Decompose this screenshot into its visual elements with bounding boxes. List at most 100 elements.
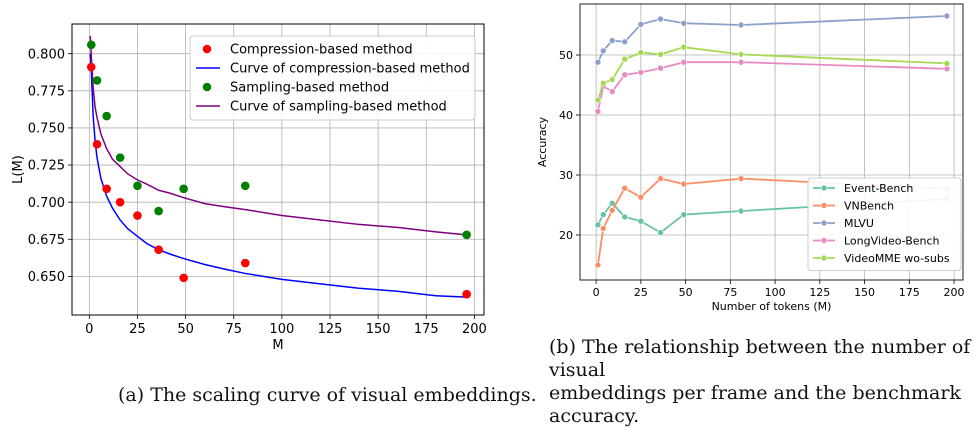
chart-scaling-curve: 0 25 50 75 100 125 150 175 200 0.650 0.675 0.700 0.7… — [11, 23, 487, 353]
data-point — [657, 175, 664, 182]
x-tick-label: 50 — [679, 286, 693, 299]
y-tick-label: 0.650 — [28, 270, 65, 285]
data-point — [462, 230, 471, 240]
y-tick-label: 40 — [559, 109, 573, 122]
data-point — [680, 19, 688, 27]
data-point — [92, 76, 102, 85]
data-point — [637, 49, 645, 56]
y-tick-label: 20 — [559, 229, 573, 242]
x-tick-label: 75 — [723, 286, 737, 299]
data-point — [608, 37, 616, 44]
data-point — [680, 180, 688, 188]
legend-marker — [820, 202, 828, 209]
plot-frame — [71, 23, 485, 316]
y-tick-label: 0.700 — [28, 196, 65, 211]
data-point — [943, 12, 951, 20]
y-tick-label: 0.800 — [28, 47, 65, 62]
series-line-3 — [89, 35, 467, 236]
data-point — [86, 40, 96, 50]
x-tick-label: 200 — [944, 286, 965, 299]
data-point — [102, 184, 111, 194]
legend-label: LongVideo-Bench — [844, 235, 940, 248]
series-line-1 — [89, 53, 467, 298]
x-axis-label: Number of tokens (M) — [712, 300, 832, 313]
data-point — [608, 199, 616, 207]
x-tick-label: 125 — [809, 286, 830, 299]
x-axis-label: M — [272, 338, 283, 353]
data-point — [594, 96, 602, 104]
legend-marker — [820, 184, 828, 192]
data-point — [737, 51, 745, 58]
x-tick-label: 100 — [269, 322, 294, 337]
data-point — [621, 38, 629, 46]
chart-tokens-vs-accuracy: 0 25 50 75 100 125 150 175 200 20 30 40 50 Number of … — [536, 3, 965, 313]
data-point — [737, 58, 745, 66]
y-tick-label: 0.775 — [28, 84, 65, 99]
data-point — [462, 289, 471, 299]
data-point — [680, 43, 688, 51]
data-point — [737, 21, 745, 29]
y-axis-label: L(M) — [11, 155, 26, 184]
legend-label: Event-Bench — [844, 182, 913, 195]
data-point — [594, 221, 602, 229]
legend-marker — [202, 44, 212, 54]
data-point — [657, 51, 664, 58]
x-tick-label: 75 — [225, 322, 242, 337]
data-point — [240, 258, 250, 268]
x-tick-label: 175 — [414, 322, 439, 337]
data-point — [608, 207, 616, 214]
x-tick-label: 150 — [366, 322, 391, 337]
x-tick-label: 200 — [462, 322, 487, 337]
data-point — [608, 88, 616, 95]
legend-label: Sampling-based method — [230, 81, 389, 96]
data-point — [115, 153, 125, 162]
legend-label: MLVU — [844, 217, 874, 230]
data-point — [102, 111, 111, 121]
data-point — [240, 181, 250, 191]
plot-frame — [579, 3, 964, 281]
legend-box — [189, 35, 476, 121]
data-point — [92, 139, 102, 149]
data-point — [737, 175, 745, 182]
data-point — [154, 206, 163, 216]
legend-label: Curve of compression-based method — [230, 62, 470, 77]
data-point — [594, 108, 602, 115]
caption-b: (b) The relationship between the number … — [549, 336, 971, 427]
data-point — [115, 197, 125, 207]
caption-a: (a) The scaling curve of visual embeddin… — [118, 384, 537, 406]
x-tick-label: 25 — [129, 322, 146, 337]
data-point — [621, 184, 629, 192]
data-point — [637, 21, 645, 28]
x-tick-label: 25 — [634, 286, 648, 299]
data-point — [737, 207, 745, 215]
data-point — [599, 225, 607, 232]
data-point — [637, 193, 645, 201]
y-tick-label: 0.725 — [28, 159, 65, 174]
data-point — [594, 58, 602, 66]
data-point — [637, 217, 645, 225]
y-tick-label: 0.750 — [28, 122, 65, 137]
legend-marker — [820, 254, 828, 262]
data-point — [599, 211, 607, 218]
y-axis-label: Accuracy — [536, 116, 549, 167]
y-tick-label: 30 — [559, 169, 573, 182]
data-point — [943, 65, 951, 73]
data-point — [680, 58, 688, 66]
data-point — [621, 55, 629, 63]
data-point — [179, 184, 188, 194]
x-tick-label: 0 — [85, 322, 93, 337]
legend-marker — [202, 82, 212, 92]
data-point — [657, 64, 664, 72]
legend-marker — [820, 237, 828, 244]
data-point — [657, 15, 664, 23]
data-point — [608, 76, 616, 83]
data-point — [637, 69, 645, 76]
legend-label: VNBench — [844, 200, 894, 213]
x-tick-label: 175 — [899, 286, 920, 299]
data-point — [86, 62, 96, 72]
data-point — [599, 79, 607, 87]
data-point — [154, 245, 163, 254]
data-point — [133, 181, 142, 191]
x-tick-label: 150 — [854, 286, 875, 299]
data-point — [621, 71, 629, 79]
